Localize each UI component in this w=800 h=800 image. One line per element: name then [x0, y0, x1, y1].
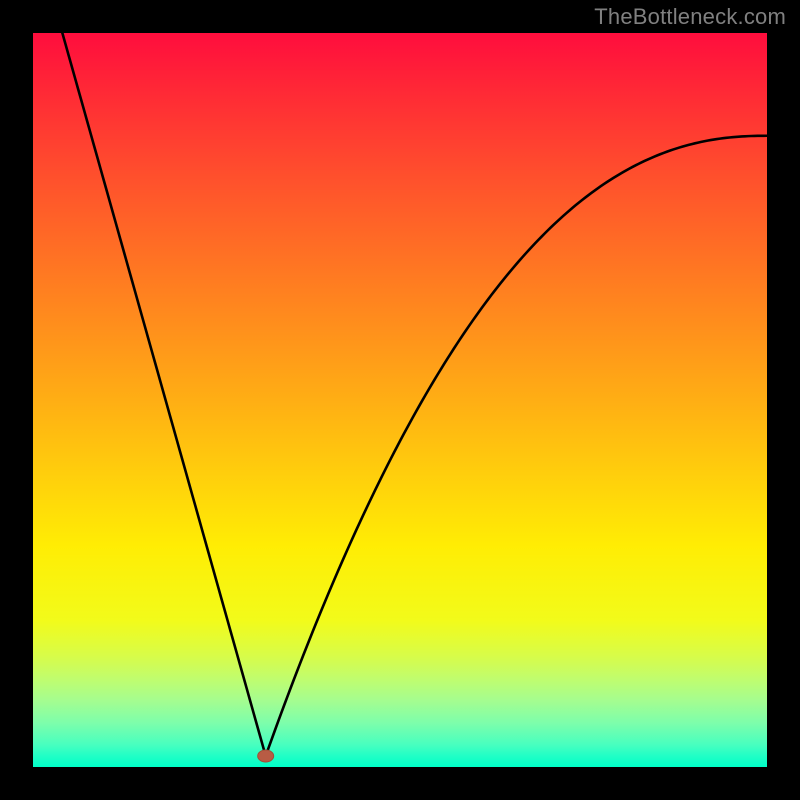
watermark-text: TheBottleneck.com	[594, 4, 786, 30]
chart-container: TheBottleneck.com	[0, 0, 800, 800]
bottleneck-chart	[0, 0, 800, 800]
plot-background	[33, 33, 767, 767]
optimum-marker	[258, 750, 274, 762]
